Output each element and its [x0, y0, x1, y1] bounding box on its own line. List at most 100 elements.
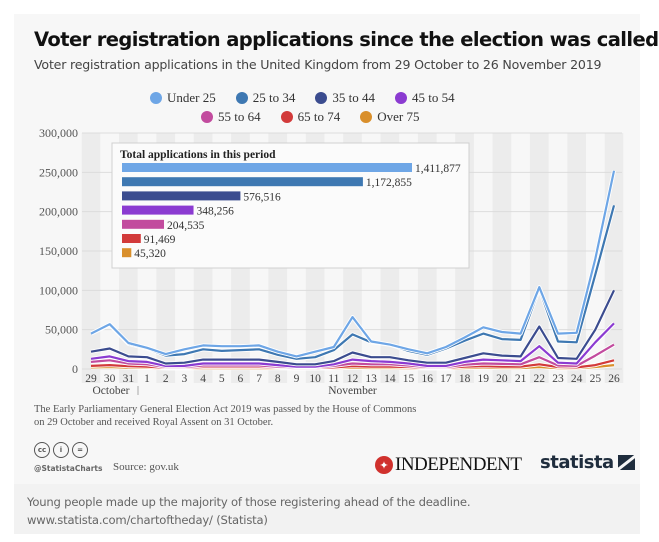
x-tick-label: 7 [256, 373, 262, 385]
attribution-icon: i [53, 442, 69, 458]
legend-swatch [315, 92, 328, 104]
note-line-2: on 29 October and received Royal Assent … [34, 417, 274, 428]
x-tick-label: 18 [459, 373, 471, 385]
x-tick-label: 10 [309, 373, 321, 385]
series-line-35-to-44 [90, 289, 615, 366]
x-tick-label: 19 [478, 373, 490, 385]
x-tick-label: 23 [552, 373, 564, 385]
legend-label: Under 25 [167, 90, 216, 105]
eagle-icon: ✦ [375, 456, 393, 474]
legend-swatch [280, 111, 293, 123]
chart-subtitle: Voter registration applications in the U… [34, 57, 602, 72]
legend-item: 45 to 54 [395, 90, 455, 106]
inset-bar [122, 163, 412, 172]
statista-icon [617, 455, 635, 470]
x-tick-label: 31 [123, 373, 135, 385]
series-line-45-to-54 [90, 322, 615, 368]
x-tick-label: 25 [590, 373, 602, 385]
y-tick-label: 200,000 [39, 205, 78, 219]
inset-bar-label: 1,172,855 [366, 177, 412, 189]
y-tick-label: 100,000 [39, 283, 78, 297]
independent-logo: ✦ INDEPENDENT [375, 454, 522, 476]
inset-bar-label: 91,469 [144, 234, 176, 246]
x-tick-label: 14 [384, 373, 396, 385]
x-tick-label: 16 [421, 373, 433, 385]
x-tick-label: 17 [440, 373, 452, 385]
x-tick-label: 5 [219, 373, 225, 385]
legend: Under 25 25 to 34 35 to 44 45 to 54 [150, 90, 455, 106]
legend-label: 45 to 54 [412, 90, 455, 105]
x-tick-label: 22 [534, 373, 546, 385]
x-tick-label: 2 [163, 373, 169, 385]
x-tick-label: 6 [238, 373, 244, 385]
legend-row-2: 55 to 64 65 to 74 Over 75 [201, 109, 420, 125]
inset-title: Total applications in this period [120, 149, 276, 161]
x-tick-label: 15 [403, 373, 415, 385]
month-label: October [92, 385, 129, 397]
y-tick-label: 150,000 [39, 244, 78, 258]
x-tick-label: 9 [294, 373, 300, 385]
legend-item: Under 25 [150, 90, 216, 106]
legend-item: 55 to 64 [201, 109, 261, 125]
legend-label: 25 to 34 [252, 90, 296, 105]
statista-wordmark: statista [540, 452, 614, 473]
x-tick-label: 4 [200, 373, 206, 385]
inset-bar-label: 204,535 [167, 220, 205, 232]
x-tick-label: 26 [608, 373, 620, 385]
legend-swatch [360, 111, 373, 123]
column-band [492, 133, 512, 383]
legend-label: 55 to 64 [218, 109, 261, 124]
statista-logo: statista [540, 452, 635, 473]
x-tick-label: 29 [85, 373, 97, 385]
inset-bar-label: 576,516 [243, 191, 281, 203]
inset-bar [122, 177, 363, 187]
x-tick-label: 12 [347, 373, 359, 385]
independent-wordmark: INDEPENDENT [395, 454, 522, 475]
chart-title: Voter registration applications since th… [34, 28, 659, 51]
inset-bar-label: 45,320 [134, 248, 166, 260]
legend-item: 65 to 74 [280, 109, 341, 125]
legend-label: Over 75 [377, 109, 420, 124]
no-derivatives-icon: = [72, 442, 88, 458]
legend-swatch [395, 92, 407, 104]
caption-text: Young people made up the majority of tho… [27, 495, 471, 509]
month-label: November [328, 385, 377, 397]
inset-bar-label: 1,411,877 [415, 163, 461, 175]
legend-label: 35 to 44 [332, 90, 375, 105]
creative-commons-icon: cc [34, 442, 50, 458]
series-line-under-25 [90, 170, 616, 358]
x-tick-label: 20 [496, 373, 508, 385]
caption-credit[interactable]: www.statista.com/chartoftheday/ (Statist… [27, 513, 268, 527]
y-tick-label: 50,000 [45, 323, 78, 337]
x-tick-label: 13 [365, 373, 377, 385]
source-label: Source: gov.uk [113, 461, 179, 473]
x-tick-label: 11 [328, 373, 339, 385]
y-tick-label: 250,000 [39, 165, 78, 179]
x-tick-label: 3 [182, 373, 188, 385]
chart-note: The Early Parliamentary General Election… [34, 403, 416, 429]
y-tick-label: 300,000 [39, 126, 78, 140]
inset-bar [122, 219, 165, 229]
inset-bar-label: 348,256 [197, 206, 235, 218]
legend-label: 65 to 74 [297, 109, 341, 124]
statista-handle: @StatistaCharts [34, 464, 103, 473]
legend-item: 25 to 34 [235, 90, 296, 106]
x-tick-label: 30 [104, 373, 116, 385]
x-tick-label: 8 [275, 373, 281, 385]
x-tick-label: 24 [571, 373, 583, 385]
x-tick-label: 21 [515, 373, 527, 385]
inset-bar [122, 248, 132, 258]
inset-bar [122, 191, 241, 201]
column-band [529, 133, 549, 383]
legend-swatch [235, 92, 248, 104]
note-line-1: The Early Parliamentary General Election… [34, 404, 417, 415]
x-tick-label: 1 [144, 373, 150, 385]
legend-swatch [150, 92, 162, 104]
caption-box [14, 484, 640, 534]
inset-bar [122, 205, 194, 215]
y-tick-label: 0 [72, 362, 78, 376]
legend-swatch [201, 111, 213, 123]
license-icons: cc i = [34, 442, 88, 458]
legend-item: 35 to 44 [315, 90, 375, 106]
